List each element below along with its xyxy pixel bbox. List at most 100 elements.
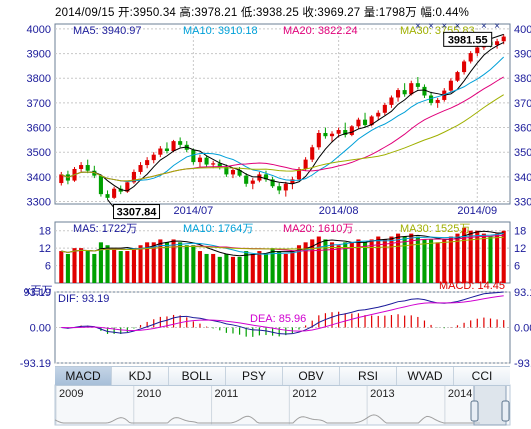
quote-header: 2014/09/15 开:3950.34 高:3978.21 低:3938.25…	[55, 7, 470, 19]
candle-body	[270, 179, 275, 187]
volume-ytick-right: 12	[514, 243, 526, 255]
price-ytick-right: 3600	[514, 123, 531, 135]
volume-bar	[369, 239, 374, 283]
candle-body	[191, 149, 196, 163]
candle-body	[389, 97, 394, 105]
volume-ytick-left: 6	[45, 261, 51, 273]
candle-body	[329, 133, 335, 137]
event-marker: ×	[415, 21, 421, 32]
volume-bar	[376, 236, 381, 283]
candle-body	[382, 104, 387, 113]
candle-body	[296, 168, 302, 180]
candle-body	[85, 165, 90, 171]
volume-bar	[224, 253, 229, 283]
low-label: 3307.84	[117, 207, 158, 219]
indicator-tabs: MACD KDJ BOLL PSY OBV RSI WVAD CCI	[55, 366, 510, 386]
price-panel-frame	[54, 23, 511, 205]
overview-history-line	[54, 414, 480, 424]
event-marker: ×	[428, 21, 434, 32]
volume-unit: x百万	[25, 285, 53, 297]
volume-bar	[92, 253, 97, 283]
overview-year-label: 2009	[59, 388, 83, 400]
price-legend-item: MA20: 3822.24	[283, 25, 358, 37]
volume-bar	[435, 242, 440, 283]
volume-bar	[204, 253, 209, 283]
candle-body	[257, 174, 262, 181]
candle-body	[468, 53, 473, 62]
candle-body	[349, 126, 354, 135]
candle-body	[98, 175, 103, 195]
volume-bar	[349, 242, 354, 283]
candle-body	[158, 148, 163, 155]
volume-bar	[402, 236, 407, 283]
price-ytick-right: 3300	[514, 197, 531, 209]
candle-body	[448, 80, 453, 91]
volume-bar	[475, 230, 480, 283]
candle-body	[92, 170, 97, 176]
event-marker: ×	[441, 21, 447, 32]
candle-body	[455, 72, 460, 81]
volume-bar	[448, 236, 453, 283]
volume-bar	[184, 245, 189, 283]
overview-right-handle[interactable]	[501, 400, 510, 422]
candle-body	[356, 119, 361, 127]
event-marker: ×	[455, 21, 461, 32]
price-ytick-left: 3600	[27, 123, 51, 135]
candle-body	[369, 116, 374, 126]
price-legend-item: MA5: 3940.97	[73, 25, 142, 37]
volume-bar	[257, 251, 262, 283]
candle-body	[462, 61, 467, 73]
candle-body	[277, 186, 282, 191]
candle-body	[59, 174, 64, 184]
volume-bar	[382, 239, 387, 283]
ma30-line	[61, 94, 504, 182]
tab-boll[interactable]: BOLL	[169, 367, 226, 385]
volume-bar	[151, 242, 156, 283]
candle-body	[429, 95, 434, 103]
tab-rsi[interactable]: RSI	[340, 367, 397, 385]
volume-bar	[270, 248, 275, 283]
volume-bar	[396, 233, 401, 283]
event-marker: ×	[494, 21, 500, 32]
overview-left-handle[interactable]	[470, 400, 479, 422]
volume-bar	[72, 248, 77, 283]
tab-kdj[interactable]: KDJ	[112, 367, 169, 385]
volume-bar	[197, 251, 203, 283]
volume-bar	[105, 245, 110, 283]
tab-macd[interactable]: MACD	[55, 367, 112, 385]
volume-bar	[191, 245, 196, 283]
macd-label: MACD: 14.45	[439, 280, 505, 292]
volume-bar	[336, 245, 341, 283]
candle-body	[435, 99, 440, 103]
macd-ytick-right: 93.19	[514, 287, 531, 299]
candle-body	[237, 169, 242, 176]
event-marker: ×	[481, 21, 487, 32]
tab-obv[interactable]: OBV	[283, 367, 340, 385]
volume-bar	[429, 239, 434, 283]
volume-bar	[138, 245, 143, 283]
volume-bar	[79, 248, 84, 283]
dif-label: DIF: 93.19	[58, 293, 109, 305]
candle-body	[105, 194, 110, 198]
macd-ytick-left: 93.19	[23, 287, 51, 299]
vol-ma10-line	[61, 232, 504, 255]
candle-body	[145, 160, 150, 166]
price-ytick-right: 4000	[514, 24, 531, 36]
volume-ytick-right: 18	[514, 226, 526, 238]
volume-bar	[98, 242, 103, 283]
price-ytick-right: 3800	[514, 73, 531, 85]
candle-body	[125, 182, 130, 192]
volume-bar	[415, 236, 420, 283]
tab-wvad[interactable]: WVAD	[397, 367, 454, 385]
candle-body	[112, 188, 117, 198]
tab-psy[interactable]: PSY	[226, 367, 283, 385]
overview-year-label: 2011	[215, 388, 239, 400]
ma5-line	[61, 41, 504, 192]
volume-bar	[118, 251, 123, 283]
volume-bar	[125, 251, 130, 283]
volume-bar	[442, 239, 447, 283]
candle-body	[402, 90, 407, 95]
tab-cci[interactable]: CCI	[471, 369, 493, 383]
volume-bar	[263, 253, 269, 283]
